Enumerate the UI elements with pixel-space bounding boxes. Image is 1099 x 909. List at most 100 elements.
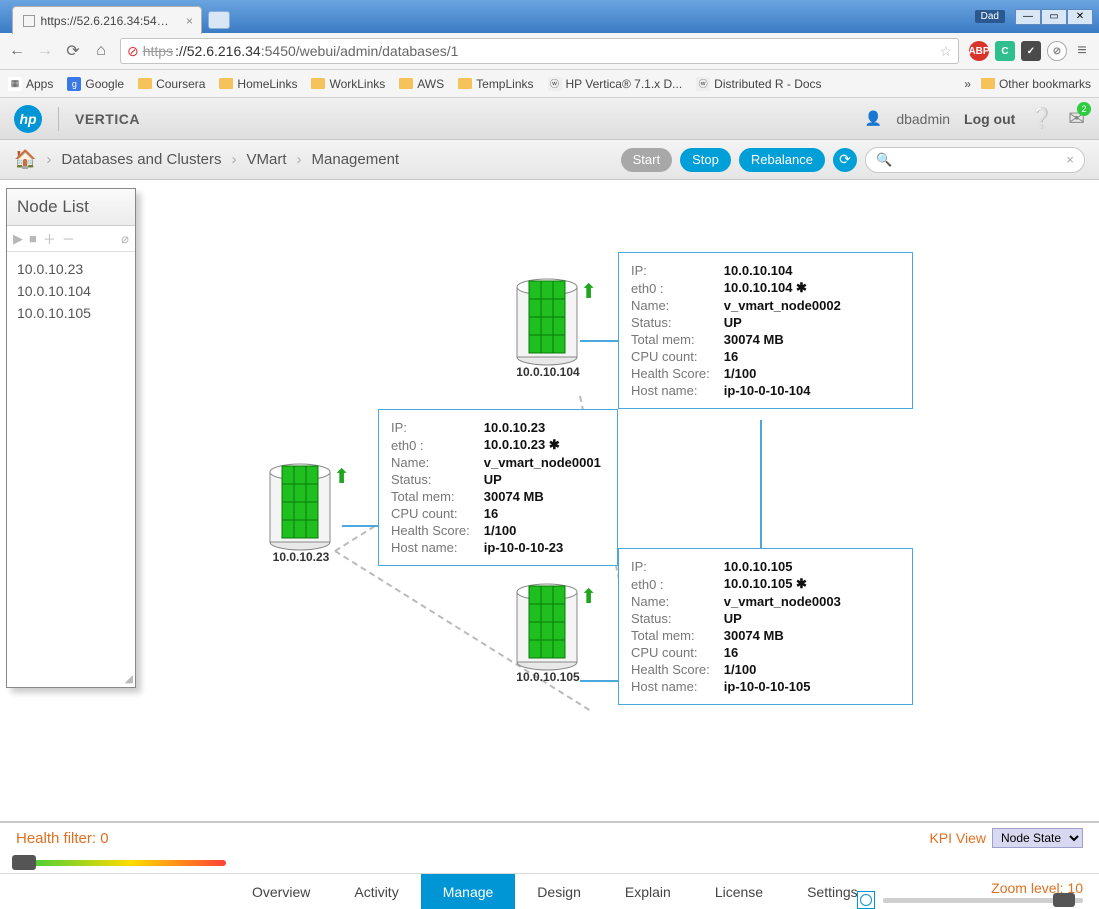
tab-overview[interactable]: Overview — [230, 874, 332, 909]
extension-c-icon[interactable]: C — [995, 41, 1015, 61]
info-connector — [342, 525, 382, 527]
tab-design[interactable]: Design — [515, 874, 603, 909]
breadcrumb-separator-icon: › — [46, 151, 51, 168]
url-host: ://52.6.216.34 — [175, 43, 261, 59]
tab-activity[interactable]: Activity — [332, 874, 420, 909]
apps-icon: ▦ — [8, 77, 22, 91]
slider-thumb[interactable] — [1053, 893, 1075, 907]
bookmark-folder[interactable]: TempLinks — [458, 77, 533, 91]
refresh-button[interactable]: ⟳ — [833, 148, 857, 172]
bookmark-folder[interactable]: Coursera — [138, 77, 205, 91]
info-connector — [760, 420, 762, 550]
breadcrumb-separator-icon: › — [297, 151, 302, 168]
node-list-panel: Node List ▶ ■ ＋ － ⌀ 10.0.10.23 10.0.10.1… — [6, 188, 136, 688]
abp-extension-icon[interactable]: ABP — [969, 41, 989, 61]
breadcrumb-management[interactable]: Management — [312, 151, 400, 168]
node-list-item[interactable]: 10.0.10.105 — [17, 302, 125, 324]
node-label: 10.0.10.23 — [268, 550, 334, 564]
tab-explain[interactable]: Explain — [603, 874, 693, 909]
bookmark-google[interactable]: gGoogle — [67, 77, 124, 91]
node-list-item[interactable]: 10.0.10.23 — [17, 258, 125, 280]
notification-badge: 2 — [1077, 102, 1091, 116]
folder-icon — [219, 78, 233, 89]
home-icon[interactable]: ⌂ — [92, 42, 110, 60]
search-input[interactable]: 🔍 × — [865, 147, 1085, 173]
hp-logo-icon[interactable]: hp — [14, 105, 42, 133]
remove-icon[interactable]: － — [62, 229, 75, 248]
extension-check-icon[interactable]: ✓ — [1021, 41, 1041, 61]
username-label[interactable]: dbadmin — [896, 111, 950, 127]
stop-button[interactable]: Stop — [680, 148, 731, 172]
database-cylinder-icon — [268, 460, 332, 552]
breadcrumb-vmart[interactable]: VMart — [247, 151, 287, 168]
forward-icon: → — [36, 42, 54, 60]
bottom-tabs: Overview Activity Manage Design Explain … — [0, 873, 1099, 909]
bookmark-folder[interactable]: WorkLinks — [311, 77, 385, 91]
bookmark-hp-vertica[interactable]: ⓦHP Vertica® 7.1.x D... — [548, 77, 683, 91]
folder-icon — [311, 78, 325, 89]
messages-icon[interactable]: ✉2 — [1068, 106, 1085, 131]
chrome-user-badge[interactable]: Dad — [975, 10, 1005, 23]
extension-noscript-icon[interactable]: ⊘ — [1047, 41, 1067, 61]
window-close-button[interactable]: ✕ — [1067, 9, 1093, 25]
bookmark-star-icon[interactable]: ☆ — [939, 43, 952, 60]
breadcrumb-home-icon[interactable]: 🏠 — [14, 149, 36, 170]
apps-shortcut[interactable]: ▦Apps — [8, 77, 53, 91]
kpi-view-label: KPI View — [929, 830, 986, 846]
vertica-logo[interactable]: VERTICA — [75, 111, 140, 127]
window-minimize-button[interactable]: — — [1015, 9, 1041, 25]
zoom-fit-icon[interactable] — [857, 891, 875, 909]
clear-search-icon[interactable]: × — [1066, 152, 1074, 167]
rebalance-button[interactable]: Rebalance — [739, 148, 825, 172]
chrome-menu-icon[interactable]: ≡ — [1073, 42, 1091, 60]
main-canvas[interactable]: Node List ▶ ■ ＋ － ⌀ 10.0.10.23 10.0.10.1… — [0, 180, 1099, 800]
new-tab-button[interactable] — [208, 11, 230, 29]
breadcrumb-databases[interactable]: Databases and Clusters — [61, 151, 221, 168]
node-info-tooltip: IP:10.0.10.104 eth0 :10.0.10.104 ✱ Name:… — [618, 252, 913, 409]
tab-license[interactable]: License — [693, 874, 785, 909]
start-button[interactable]: Start — [621, 148, 672, 172]
db-node[interactable]: ⬆ 10.0.10.105 — [515, 580, 581, 684]
node-label: 10.0.10.104 — [515, 365, 581, 379]
url-bar[interactable]: ⊘ https ://52.6.216.34 :5450/webui/admin… — [120, 38, 959, 64]
node-list-item[interactable]: 10.0.10.104 — [17, 280, 125, 302]
database-cylinder-icon — [515, 275, 579, 367]
bookmark-folder[interactable]: AWS — [399, 77, 444, 91]
browser-tab[interactable]: https://52.6.216.34:5450/v × — [12, 6, 202, 34]
db-node[interactable]: ⬆ 10.0.10.104 — [515, 275, 581, 379]
slider-thumb[interactable] — [12, 855, 36, 870]
bookmarks-overflow-icon[interactable]: » — [964, 77, 971, 91]
url-scheme: https — [143, 43, 173, 59]
node-label: 10.0.10.105 — [515, 670, 581, 684]
stop-icon[interactable]: ■ — [29, 231, 37, 246]
folder-icon — [138, 78, 152, 89]
node-list-toolbar: ▶ ■ ＋ － ⌀ — [7, 226, 135, 252]
google-icon: g — [67, 77, 81, 91]
database-cylinder-icon — [515, 580, 579, 672]
tab-manage[interactable]: Manage — [421, 874, 516, 909]
add-icon[interactable]: ＋ — [43, 229, 56, 248]
breadcrumb-bar: 🏠 › Databases and Clusters › VMart › Man… — [0, 140, 1099, 180]
logout-link[interactable]: Log out — [964, 111, 1015, 127]
node-info-tooltip: IP:10.0.10.23 eth0 :10.0.10.23 ✱ Name:v_… — [378, 409, 618, 566]
zoom-slider[interactable] — [883, 898, 1083, 903]
breadcrumb-separator-icon: › — [232, 151, 237, 168]
bookmarks-bar: ▦Apps gGoogle Coursera HomeLinks WorkLin… — [0, 70, 1099, 98]
kpi-view-select[interactable]: Node State — [992, 828, 1083, 848]
disconnect-icon[interactable]: ⌀ — [121, 231, 129, 247]
search-icon: 🔍 — [876, 152, 892, 168]
help-icon[interactable]: ❔ — [1029, 106, 1054, 131]
play-icon[interactable]: ▶ — [13, 231, 23, 247]
resize-handle-icon[interactable]: ◢ — [125, 672, 133, 685]
health-filter-label: Health filter: 0 — [16, 830, 109, 847]
back-icon[interactable]: ← — [8, 42, 26, 60]
db-node[interactable]: ⬆ 10.0.10.23 — [268, 460, 334, 564]
tab-title: https://52.6.216.34:5450/v — [41, 14, 173, 28]
bookmark-folder[interactable]: HomeLinks — [219, 77, 297, 91]
bookmark-distributed-r[interactable]: ⓦDistributed R - Docs — [696, 77, 821, 91]
window-maximize-button[interactable]: ▭ — [1041, 9, 1067, 25]
reload-icon[interactable]: ⟳ — [64, 42, 82, 60]
health-filter-slider[interactable] — [16, 860, 226, 866]
other-bookmarks[interactable]: Other bookmarks — [981, 77, 1091, 91]
tab-close-icon[interactable]: × — [186, 14, 193, 28]
